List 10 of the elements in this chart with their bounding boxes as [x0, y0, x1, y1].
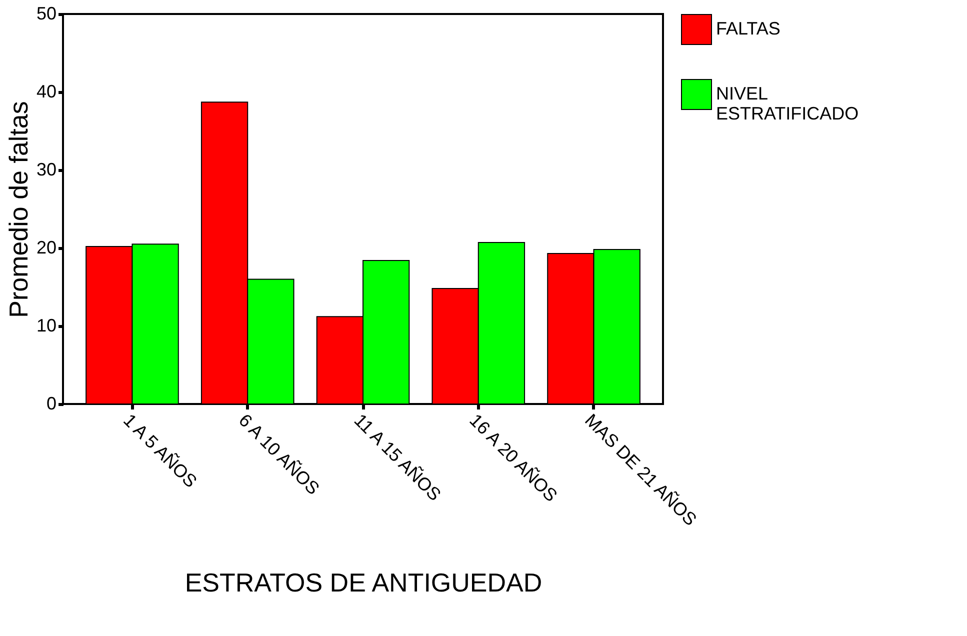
x-axis-title: ESTRATOS DE ANTIGUEDAD: [184, 567, 542, 598]
y-axis-title: Promedio de faltas: [3, 101, 34, 318]
y-tick-label: 0: [46, 394, 56, 414]
y-tick-label: 20: [36, 238, 56, 258]
y-tick-label: 40: [36, 82, 56, 102]
y-tick-label: 10: [36, 316, 56, 336]
legend-label: NIVEL ESTRATIFICADO: [716, 84, 859, 124]
legend-label: FALTAS: [716, 18, 780, 38]
y-tick-label: 30: [36, 160, 56, 180]
y-tick-label: 50: [36, 4, 56, 24]
